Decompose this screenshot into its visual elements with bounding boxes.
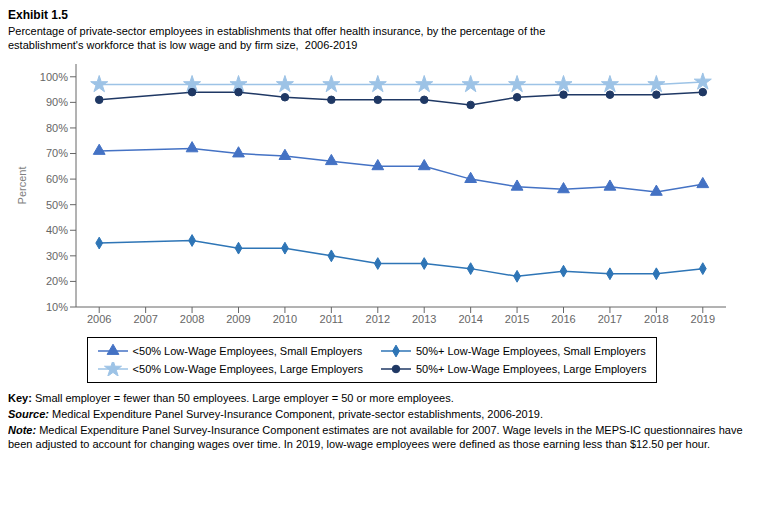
svg-text:20%: 20% <box>46 275 68 287</box>
svg-text:100%: 100% <box>40 71 68 83</box>
svg-text:80%: 80% <box>46 122 68 134</box>
svg-text:2019: 2019 <box>691 313 715 325</box>
svg-text:2007: 2007 <box>133 313 157 325</box>
svg-text:2011: 2011 <box>320 313 344 325</box>
html-text:Exhibit 1.5: Exhibit 1.5 <box>8 8 68 22</box>
svg-text:90%: 90% <box>46 96 68 108</box>
svg-text:2012: 2012 <box>366 313 390 325</box>
svg-text:60%: 60% <box>46 173 68 185</box>
svg-text:2018: 2018 <box>644 313 668 325</box>
svg-text:2010: 2010 <box>273 313 297 325</box>
html-text:Percentage of private-sector e: Percentage of private-sector employees i… <box>8 25 546 37</box>
svg-text:2006: 2006 <box>87 313 111 325</box>
svg-text:2015: 2015 <box>505 313 529 325</box>
svg-text:2013: 2013 <box>412 313 436 325</box>
html-text:Note: Medical Expenditure Pane: Note: Medical Expenditure Panel Survey-I… <box>8 424 746 450</box>
svg-text:2009: 2009 <box>226 313 250 325</box>
html-text:50%+ Low-Wage Employees, Small: 50%+ Low-Wage Employees, Small Employers <box>416 345 646 357</box>
svg-text:2016: 2016 <box>551 313 575 325</box>
svg-text:70%: 70% <box>46 147 68 159</box>
svg-text:10%: 10% <box>46 301 68 313</box>
svg-text:50%: 50% <box>46 199 68 211</box>
svg-text:40%: 40% <box>46 224 68 236</box>
html-text:establishment's workforce that: establishment's workforce that is low wa… <box>8 39 358 51</box>
html-text:<50% Low-Wage Employees, Large: <50% Low-Wage Employees, Large Employers <box>132 363 363 375</box>
svg-text:2014: 2014 <box>458 313 482 325</box>
html-text:<50% Low-Wage Employees, Small: <50% Low-Wage Employees, Small Employers <box>132 345 363 357</box>
svg-text:Percent: Percent <box>16 167 28 205</box>
html-text:Source: Medical Expenditure Pa: Source: Medical Expenditure Panel Survey… <box>8 408 543 420</box>
svg-text:2008: 2008 <box>180 313 204 325</box>
html-text:Key: Small employer = fewer th: Key: Small employer = fewer than 50 empl… <box>8 392 454 404</box>
svg-text:30%: 30% <box>46 250 68 262</box>
svg-text:2017: 2017 <box>598 313 622 325</box>
html-text:50%+ Low-Wage Employees, Large: 50%+ Low-Wage Employees, Large Employers <box>416 363 647 375</box>
